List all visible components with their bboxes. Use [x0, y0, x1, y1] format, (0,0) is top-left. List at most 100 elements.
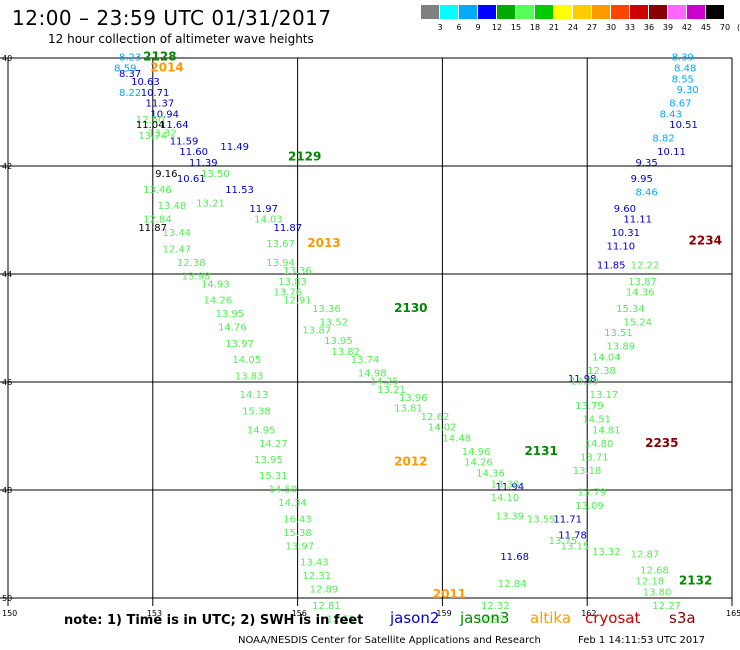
- swh-value-label: 14.26: [203, 296, 232, 307]
- swh-value-label: 13.83: [235, 371, 264, 382]
- swh-value-label: 10.94: [150, 109, 179, 120]
- color-scale-swatch: [649, 5, 668, 19]
- footnote: note: 1) Time is in UTC; 2) SWH is in fe…: [64, 613, 364, 628]
- x-tick-label: 165: [726, 609, 740, 618]
- swh-value-label: 10.11: [657, 147, 686, 158]
- x-tick-label: 156: [292, 609, 307, 618]
- swh-value-label: 14.26: [464, 458, 493, 469]
- page-subtitle: 12 hour collection of altimeter wave hei…: [48, 32, 314, 46]
- swh-value-label: 11.87: [138, 223, 167, 234]
- swh-value-label: 13.43: [300, 558, 329, 569]
- swh-value-label: 13.79: [578, 487, 607, 498]
- color-scale-swatch: [611, 5, 630, 19]
- generated-timestamp: Feb 1 14:11:53 UTC 2017: [578, 635, 705, 646]
- color-scale-label: 39: [662, 23, 674, 32]
- pass-number-label: 2131: [524, 444, 557, 458]
- color-scale-label: 36: [643, 23, 655, 32]
- color-scale-swatch: [592, 5, 611, 19]
- swh-value-label: 13.39: [570, 377, 599, 388]
- swh-value-label: 13.51: [604, 328, 633, 339]
- y-tick-label: 42: [2, 162, 12, 171]
- x-tick-label: 162: [581, 609, 596, 618]
- swh-value-label: 12.32: [481, 601, 510, 612]
- color-scale-swatch: [573, 5, 592, 19]
- swh-value-label: 12.38: [177, 258, 206, 269]
- swh-value-label: 11.49: [220, 142, 249, 153]
- pass-number-label: 2011: [433, 587, 466, 601]
- color-scale-label: 27: [586, 23, 598, 32]
- swh-value-label: 8.67: [669, 99, 691, 110]
- color-scale-label: 45: [700, 23, 712, 32]
- swh-value-label: 14.02: [428, 423, 457, 434]
- swh-value-label: 14.04: [592, 352, 621, 363]
- swh-value-label: 13.71: [580, 452, 609, 463]
- swh-value-label: 12.87: [631, 550, 660, 561]
- swh-value-label: 10.31: [611, 228, 640, 239]
- pass-number-label: 2128: [143, 50, 176, 64]
- swh-value-label: 11.10: [607, 242, 636, 253]
- swh-value-label: 12.97: [476, 614, 505, 625]
- swh-value-label: 10.51: [669, 120, 698, 131]
- legend-item-jason3: jason3: [460, 609, 510, 627]
- swh-value-label: 13.32: [148, 128, 177, 139]
- swh-value-label: 8.48: [674, 64, 696, 75]
- swh-value-label: 13.80: [643, 587, 672, 598]
- swh-value-label: 13.17: [590, 390, 619, 401]
- swh-value-label: 12.31: [302, 571, 331, 582]
- legend-item-s3a: s3a: [669, 609, 696, 627]
- swh-value-label: 9.30: [676, 85, 698, 96]
- color-scale-label: 12: [491, 23, 503, 32]
- x-tick-label: 159: [436, 609, 451, 618]
- swh-value-label: 13.83: [278, 277, 307, 288]
- color-scale-swatch: [516, 5, 535, 19]
- swh-value-label: 14.48: [442, 433, 471, 444]
- swh-value-label: 14.80: [585, 439, 614, 450]
- swh-value-label: 11.39: [189, 158, 218, 169]
- axis-ticks: 150 153 156 159 162 165 40 42 44 46 48 50: [2, 54, 740, 618]
- swh-value-label: 13.96: [399, 393, 428, 404]
- color-scale-swatch: [706, 5, 725, 19]
- swh-value-label: 13.50: [201, 169, 230, 180]
- color-scale-swatch: [440, 5, 459, 19]
- color-scale-swatch: [535, 5, 554, 19]
- pass-number-label: 2130: [394, 301, 427, 315]
- swh-value-label: 13.82: [331, 347, 360, 358]
- swh-value-label: 13.09: [575, 501, 604, 512]
- swh-value-label: 11.11: [623, 215, 652, 226]
- swh-value-label: 14.05: [232, 355, 261, 366]
- page-title: 12:00 – 23:59 UTC 01/31/2017: [12, 6, 332, 30]
- swh-value-label: 13.89: [607, 342, 636, 353]
- swh-value-label: 13.87: [302, 325, 331, 336]
- swh-value-label: 12.84: [143, 215, 172, 226]
- swh-value-label: 13.95: [254, 455, 283, 466]
- legend-item-altika: altika: [530, 609, 572, 627]
- swh-value-label: 11.71: [553, 514, 582, 525]
- color-scale-swatch: [497, 5, 516, 19]
- swh-value-label: 10.61: [177, 174, 206, 185]
- swh-value-label: 13.44: [162, 228, 191, 239]
- color-scale-swatch: [421, 5, 440, 19]
- color-scale-swatch: [687, 5, 706, 19]
- color-scale-label: 3: [437, 23, 443, 32]
- swh-value-label: 12.84: [498, 579, 527, 590]
- swh-value-label: 8.23: [119, 53, 141, 64]
- swh-value-label: 12.68: [640, 566, 669, 577]
- swh-value-label: 15.38: [283, 528, 312, 539]
- swh-value-label: 14.03: [254, 215, 283, 226]
- color-scale-swatch: [630, 5, 649, 19]
- y-tick-label: 46: [2, 378, 12, 387]
- swh-value-label: 13.30: [491, 479, 520, 490]
- legend-item-cryosat: cryosat: [585, 609, 641, 627]
- plot-grid: [0, 57, 733, 606]
- swh-value-label: 14.10: [491, 493, 520, 504]
- swh-value-label: 12.81: [312, 601, 341, 612]
- color-scale-label: 6: [456, 23, 462, 32]
- swh-value-label: 13.95: [216, 309, 245, 320]
- swh-value-label: 13.74: [138, 131, 167, 142]
- swh-value-label: 13.76: [273, 288, 302, 299]
- swh-value-label: 8.39: [672, 53, 694, 64]
- swh-value-label: 12.47: [162, 244, 191, 255]
- swh-value-label: 14.36: [476, 469, 505, 480]
- swh-value-label: 9.16: [155, 169, 177, 180]
